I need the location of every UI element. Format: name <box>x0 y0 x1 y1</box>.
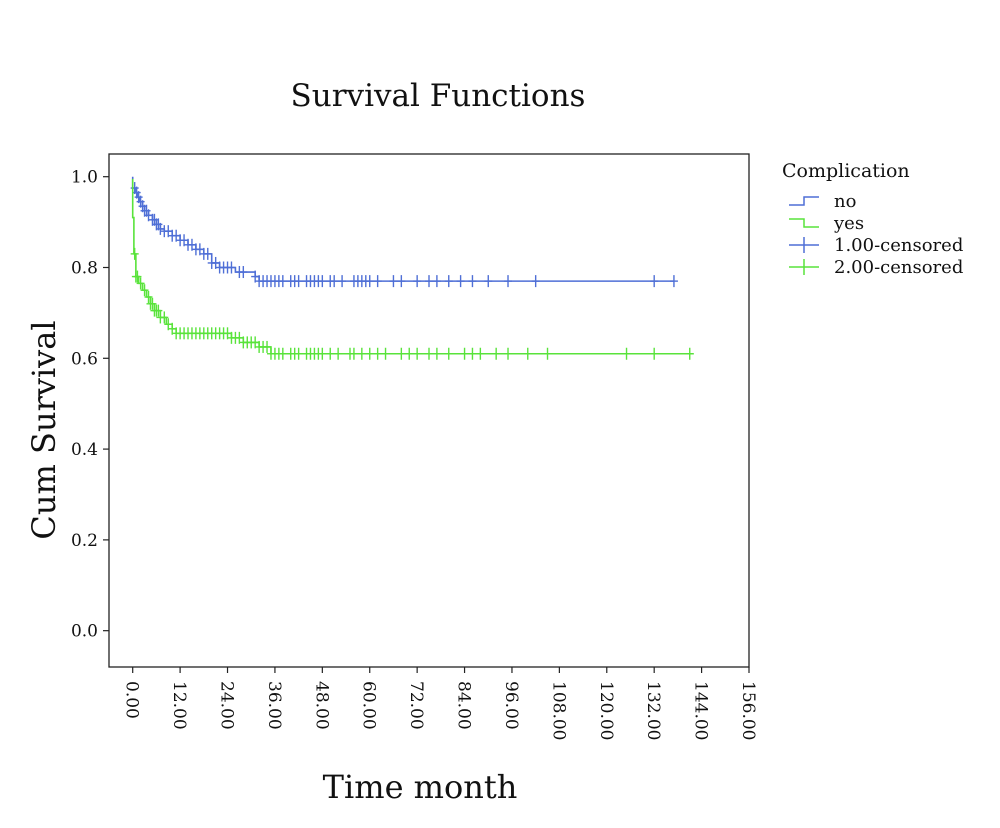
x-tick-label: 156.00 <box>738 681 758 740</box>
x-tick-label: 48.00 <box>311 681 331 730</box>
x-tick-label: 60.00 <box>359 681 379 730</box>
plus-marker-icon <box>789 259 819 275</box>
y-tick-label: 0.0 <box>71 622 98 642</box>
step-line-icon <box>789 196 819 206</box>
x-tick-label: 144.00 <box>691 681 711 740</box>
y-tick-label: 0.6 <box>71 349 98 369</box>
x-tick-label: 84.00 <box>454 681 474 730</box>
y-axis-label: Cum Survival <box>25 320 63 540</box>
x-axis-label: Time month <box>322 768 518 806</box>
legend-item-yes: yes <box>782 212 963 234</box>
x-tick-label: 132.00 <box>643 681 663 740</box>
legend-item-censored-1: 1.00-censored <box>782 234 963 256</box>
y-tick-label: 0.2 <box>71 531 98 551</box>
x-tick-label: 120.00 <box>596 681 616 740</box>
x-tick-label: 12.00 <box>169 681 189 730</box>
legend-item-no: no <box>782 190 963 212</box>
legend-title: Complication <box>782 160 910 182</box>
x-tick-label: 96.00 <box>501 681 521 730</box>
chart-title: Survival Functions <box>290 78 586 114</box>
x-tick-label: 36.00 <box>264 681 284 730</box>
y-tick-label: 0.4 <box>71 440 98 460</box>
legend-label: 2.00-censored <box>834 256 964 278</box>
plot-frame <box>108 153 750 668</box>
plus-marker-icon <box>789 237 819 253</box>
legend-item-censored-2: 2.00-censored <box>782 256 963 278</box>
legend-label: yes <box>834 212 865 234</box>
x-tick-label: 72.00 <box>406 681 426 730</box>
step-line-icon <box>789 218 819 228</box>
x-tick-label: 0.00 <box>122 681 142 719</box>
legend: Complication no yes 1.00-censored 2.00-c… <box>782 160 963 278</box>
y-tick-label: 1.0 <box>71 168 98 188</box>
x-tick-label: 24.00 <box>217 681 237 730</box>
survival-curve-no <box>131 176 674 282</box>
survival-curve-yes <box>131 178 694 355</box>
x-tick-label: 108.00 <box>548 681 568 740</box>
legend-label: no <box>834 190 857 212</box>
y-tick-label: 0.8 <box>71 258 98 278</box>
legend-label: 1.00-censored <box>834 234 964 256</box>
